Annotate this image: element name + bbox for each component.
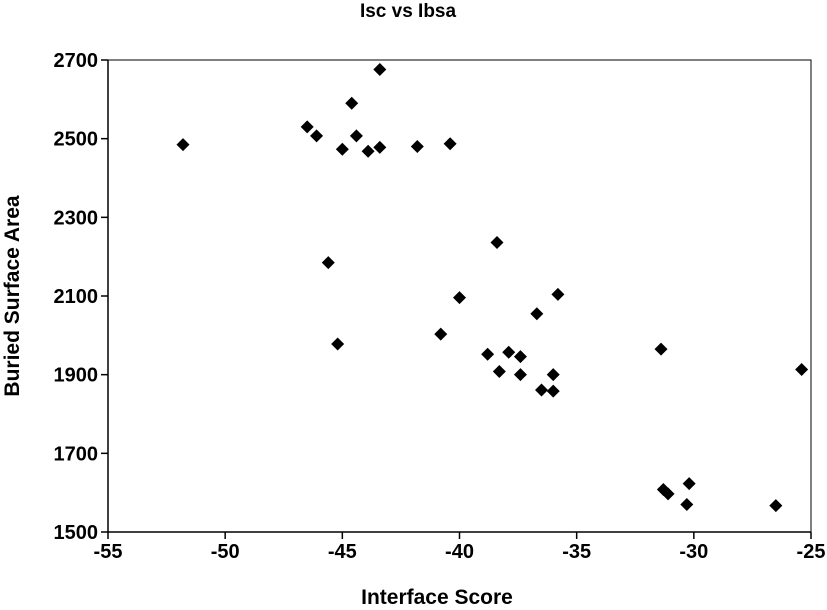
- y-tick-label: 1700: [54, 443, 99, 465]
- x-axis-ticks: -55 -50 -45 -40 -35 -30 -25: [94, 532, 826, 563]
- data-point: [546, 368, 560, 382]
- data-point: [502, 345, 516, 359]
- data-point: [682, 477, 696, 491]
- data-point: [300, 120, 314, 134]
- y-tick-label: 2700: [54, 50, 99, 72]
- data-point: [795, 363, 809, 377]
- data-point: [530, 307, 544, 321]
- x-tick-label: -30: [679, 541, 708, 563]
- y-tick-label: 2100: [54, 286, 99, 308]
- data-point: [551, 287, 565, 301]
- data-point: [546, 384, 560, 398]
- data-point: [453, 291, 466, 305]
- y-axis-label: Buried Surface Area: [1, 195, 24, 396]
- data-point: [361, 144, 375, 158]
- y-tick-label: 2500: [54, 129, 99, 151]
- data-point: [654, 342, 668, 356]
- x-tick-label: -40: [445, 541, 474, 563]
- data-point: [661, 487, 675, 501]
- data-point: [345, 96, 359, 110]
- data-point: [349, 129, 363, 143]
- data-point: [481, 347, 495, 361]
- data-point: [410, 140, 424, 154]
- x-tick-label: -50: [211, 541, 240, 563]
- data-point: [331, 337, 345, 351]
- data-point: [176, 138, 190, 152]
- data-point: [434, 327, 448, 341]
- data-point: [373, 62, 387, 76]
- data-point: [310, 129, 324, 143]
- data-point: [513, 368, 527, 382]
- x-tick-label: -45: [328, 541, 357, 563]
- y-tick-label: 1900: [54, 365, 99, 387]
- data-point: [490, 236, 504, 250]
- data-point: [492, 365, 506, 379]
- data-point: [535, 383, 549, 397]
- chart-title: Isc vs Ibsa: [360, 1, 457, 22]
- y-tick-label: 2300: [54, 207, 99, 229]
- x-tick-label: -35: [562, 541, 591, 563]
- x-axis-label: Interface Score: [361, 586, 513, 609]
- y-axis-ticks: 1500 1700 1900 2100 2300 2500 2700: [54, 50, 108, 544]
- data-point: [321, 256, 335, 270]
- data-point: [443, 137, 457, 151]
- data-point: [373, 140, 387, 154]
- x-tick-label: -55: [94, 541, 123, 563]
- data-point: [680, 497, 694, 511]
- data-point: [769, 499, 783, 513]
- data-point: [335, 142, 349, 156]
- data-point: [513, 350, 527, 364]
- data-points: [176, 62, 809, 513]
- y-tick-label: 1500: [54, 522, 99, 544]
- x-tick-label: -25: [797, 541, 826, 563]
